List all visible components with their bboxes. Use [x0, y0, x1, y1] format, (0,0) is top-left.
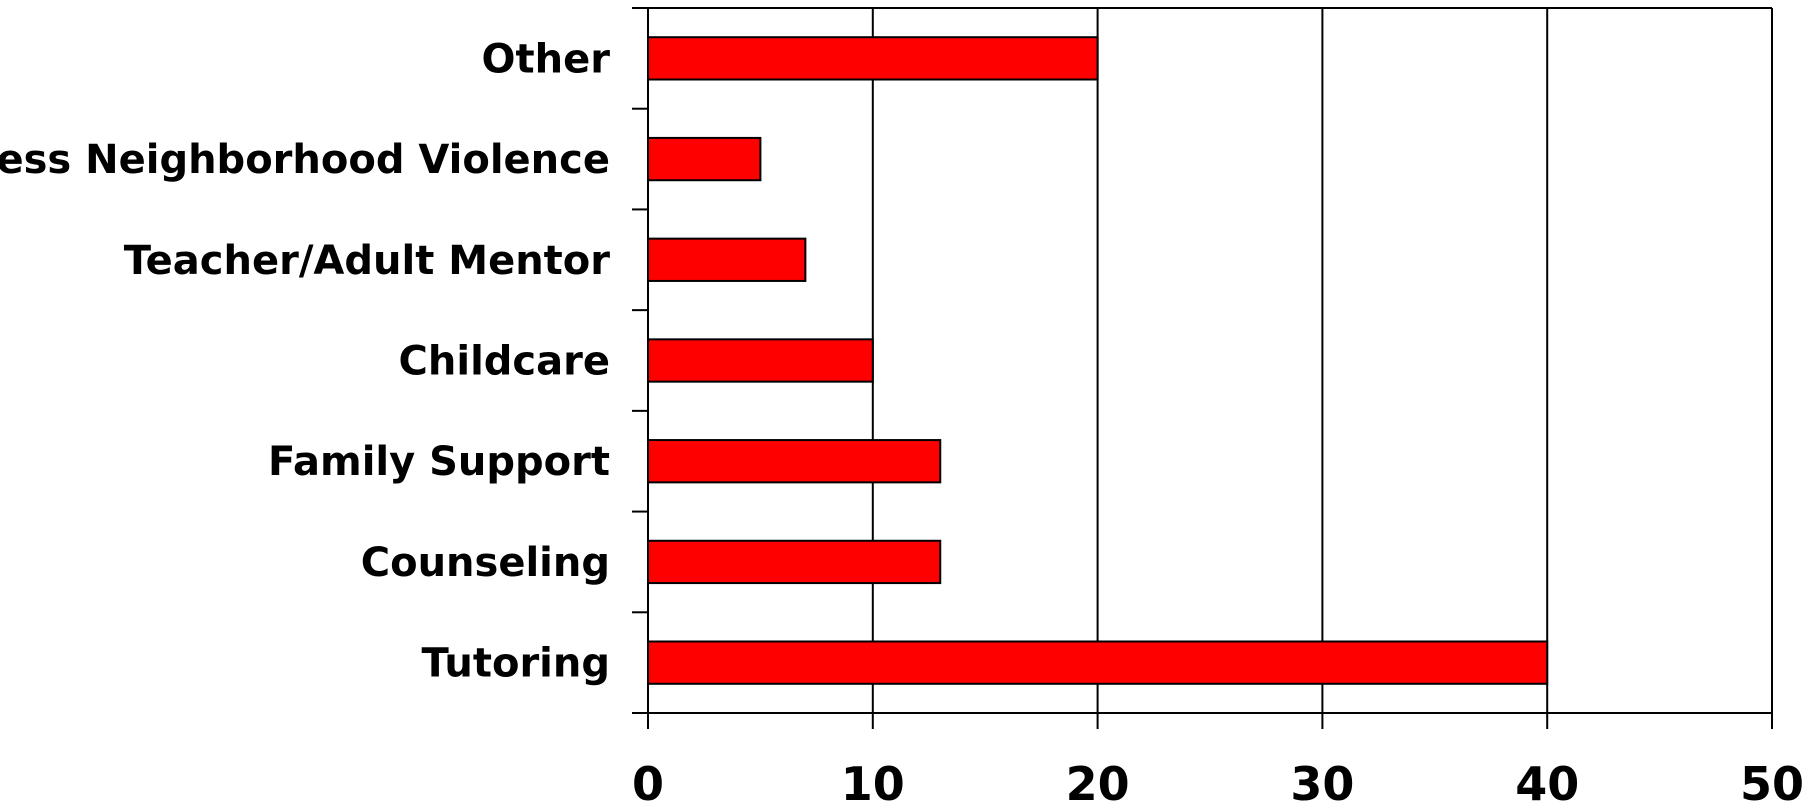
x-tick-label: 30: [1290, 757, 1354, 805]
x-tick-label: 40: [1515, 757, 1579, 805]
bar: [647, 237, 807, 282]
x-tick-label: 20: [1066, 757, 1130, 805]
bar: [647, 539, 942, 585]
bar: [647, 439, 942, 484]
axes: [632, 7, 1773, 729]
category-labels: Other Less Neighborhood Violence Teacher/A…: [0, 36, 610, 686]
category-label: Teacher/Adult Mentor: [124, 238, 611, 284]
bar: [647, 36, 1099, 81]
x-tick-label: 10: [841, 757, 905, 805]
x-tick-label: 0: [632, 757, 664, 805]
category-label: Less Neighborhood Violence: [0, 137, 610, 183]
bar: [647, 640, 1549, 685]
x-tick-labels: 0 10 20 30 40 50: [632, 757, 1804, 805]
category-label: Family Support: [268, 439, 610, 485]
bar: [647, 338, 874, 383]
category-label: Tutoring: [421, 641, 610, 687]
category-label: Counseling: [361, 540, 610, 586]
category-label: Childcare: [399, 339, 610, 385]
bars: [647, 36, 1549, 685]
category-label: Other: [482, 36, 611, 82]
grid-lines: [871, 8, 1773, 713]
bar: [647, 136, 762, 182]
x-tick-label: 50: [1740, 757, 1804, 805]
